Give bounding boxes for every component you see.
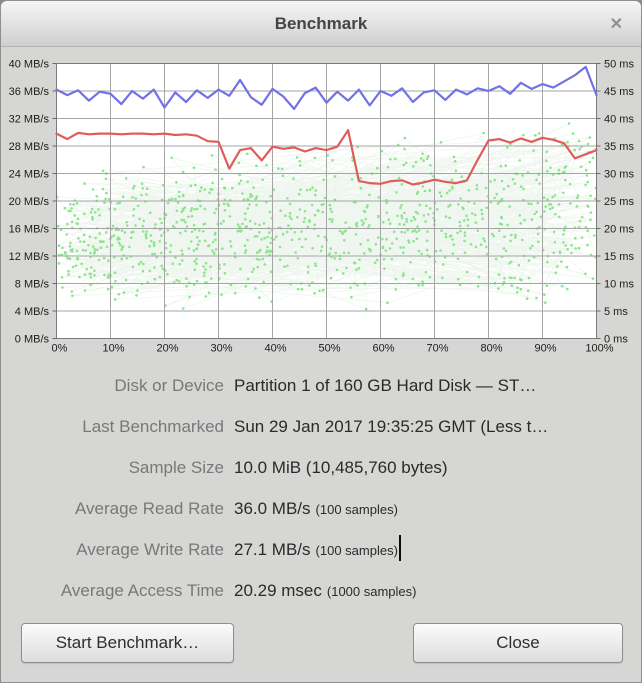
row-average-read-rate: Average Read Rate 36.0 MB/s (100 samples) <box>1 488 641 529</box>
disk-or-device-label: Disk or Device <box>114 376 224 395</box>
average-access-time-label: Average Access Time <box>60 581 224 600</box>
write-samples-note: (100 samples) <box>315 543 398 558</box>
svg-text:4 MB/s: 4 MB/s <box>15 306 50 318</box>
svg-text:10 ms: 10 ms <box>604 279 634 291</box>
sample-size-value: 10.0 MiB (10,485,760 bytes) <box>234 458 448 477</box>
svg-text:40 MB/s: 40 MB/s <box>9 59 50 71</box>
window-title: Benchmark <box>274 13 368 33</box>
average-access-time-value: 20.29 msec (1000 samples) <box>234 581 417 600</box>
svg-text:50%: 50% <box>318 343 340 355</box>
svg-text:10%: 10% <box>102 343 124 355</box>
svg-text:15 ms: 15 ms <box>604 251 634 263</box>
disk-or-device-value: Partition 1 of 160 GB Hard Disk — ST… <box>234 376 537 395</box>
benchmark-chart: 40 MB/s 36 MB/s 32 MB/s 28 MB/s 24 MB/s 20 MB… <box>1 46 641 364</box>
row-last-benchmarked: Last Benchmarked Sun 29 Jan 2017 19:35:2… <box>1 406 641 447</box>
svg-text:5 ms: 5 ms <box>604 306 628 318</box>
svg-text:36 MB/s: 36 MB/s <box>9 86 50 98</box>
svg-text:16 MB/s: 16 MB/s <box>9 224 50 236</box>
svg-text:0 MB/s: 0 MB/s <box>15 334 50 346</box>
svg-text:30 ms: 30 ms <box>604 169 634 181</box>
svg-text:35 ms: 35 ms <box>604 141 634 153</box>
sample-size-label: Sample Size <box>128 458 224 477</box>
benchmark-results: Disk or Device Partition 1 of 160 GB Har… <box>1 365 641 611</box>
svg-text:32 MB/s: 32 MB/s <box>9 114 50 126</box>
average-write-rate-label: Average Write Rate <box>76 540 224 559</box>
svg-text:40 ms: 40 ms <box>604 114 634 126</box>
svg-text:60%: 60% <box>372 343 394 355</box>
svg-text:20%: 20% <box>156 343 178 355</box>
svg-text:90%: 90% <box>534 343 556 355</box>
average-write-rate-value: 27.1 MB/s (100 samples) <box>234 529 401 570</box>
access-samples-note: (1000 samples) <box>326 584 417 599</box>
svg-text:40%: 40% <box>264 343 286 355</box>
read-samples-note: (100 samples) <box>315 502 398 517</box>
row-sample-size: Sample Size 10.0 MiB (10,485,760 bytes) <box>1 447 641 488</box>
last-benchmarked-value: Sun 29 Jan 2017 19:35:25 GMT (Less t… <box>234 417 549 436</box>
svg-text:100%: 100% <box>585 343 613 355</box>
svg-text:20 ms: 20 ms <box>604 224 634 236</box>
window-close-icon[interactable]: ✕ <box>609 15 623 33</box>
titlebar: Benchmark ✕ <box>1 1 641 47</box>
svg-text:8 MB/s: 8 MB/s <box>15 279 50 291</box>
close-button[interactable]: Close <box>413 623 623 663</box>
average-read-rate-label: Average Read Rate <box>74 499 224 518</box>
svg-text:12 MB/s: 12 MB/s <box>9 251 50 263</box>
text-cursor <box>398 535 401 561</box>
svg-text:50 ms: 50 ms <box>604 59 634 71</box>
average-read-rate-value: 36.0 MB/s (100 samples) <box>234 499 398 518</box>
start-benchmark-button[interactable]: Start Benchmark… <box>21 623 234 663</box>
benchmark-chart-svg: 40 MB/s 36 MB/s 32 MB/s 28 MB/s 24 MB/s 20 MB… <box>9 59 635 355</box>
svg-text:70%: 70% <box>426 343 448 355</box>
last-benchmarked-label: Last Benchmarked <box>82 417 224 436</box>
svg-text:20 MB/s: 20 MB/s <box>9 196 50 208</box>
svg-text:30%: 30% <box>210 343 232 355</box>
row-average-access-time: Average Access Time 20.29 msec (1000 samp… <box>1 570 641 611</box>
svg-text:0 ms: 0 ms <box>604 334 628 346</box>
row-average-write-rate: Average Write Rate 27.1 MB/s (100 samples… <box>1 529 641 570</box>
svg-text:45 ms: 45 ms <box>604 86 634 98</box>
row-disk-or-device: Disk or Device Partition 1 of 160 GB Har… <box>1 365 641 406</box>
svg-text:24 MB/s: 24 MB/s <box>9 169 50 181</box>
svg-text:80%: 80% <box>480 343 502 355</box>
svg-text:28 MB/s: 28 MB/s <box>9 141 50 153</box>
svg-text:0%: 0% <box>52 343 68 355</box>
svg-text:25 ms: 25 ms <box>604 196 634 208</box>
